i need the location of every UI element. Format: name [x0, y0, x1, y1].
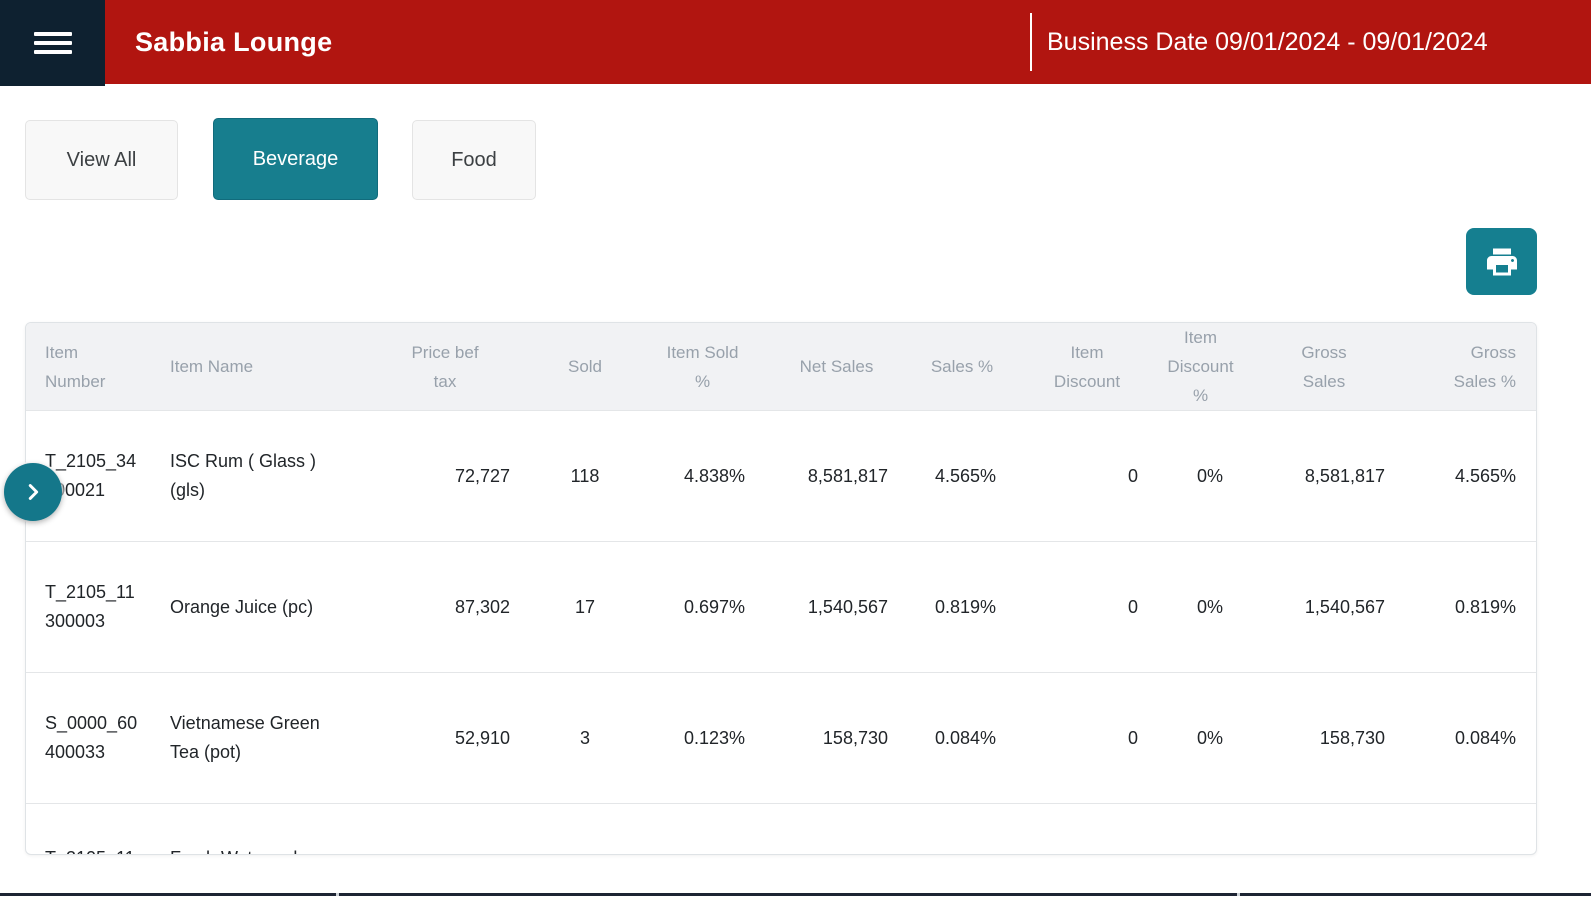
- cell-net-sales: 158,730: [765, 672, 908, 804]
- cell-item-sold-pct: [640, 803, 765, 854]
- cell-item-sold-pct: 4.838%: [640, 410, 765, 542]
- cell-item-discount: 0: [1016, 672, 1158, 804]
- bottom-divider-tick: [1237, 893, 1240, 896]
- chevron-right-icon: [22, 481, 44, 503]
- col-sales-pct: Sales %: [908, 323, 1016, 411]
- app-bar: Sabbia Lounge Business Date 09/01/2024 -…: [0, 0, 1591, 86]
- bottom-divider: [0, 893, 1591, 896]
- col-net-sales: Net Sales: [765, 323, 908, 411]
- cell-sales-pct: 4.565%: [908, 410, 1016, 542]
- cell-net-sales: 8,581,817: [765, 410, 908, 542]
- cell-item-number: T_2105_11: [26, 803, 170, 854]
- cell-item-name: Fresh Watermelon: [170, 803, 360, 854]
- cell-gross-sales-pct: 4.565%: [1405, 410, 1536, 542]
- printer-icon: [1484, 244, 1520, 280]
- table-row[interactable]: S_0000_60 400033 Vietnamese Green Tea (p…: [26, 672, 1536, 804]
- cell-item-discount-pct: [1158, 803, 1243, 854]
- cell-sold: 118: [530, 410, 640, 542]
- col-gross-sales: Gross Sales: [1243, 323, 1405, 411]
- cell-item-sold-pct: 0.123%: [640, 672, 765, 804]
- cell-item-discount: [1016, 803, 1158, 854]
- cell-item-name: Orange Juice (pc): [170, 541, 360, 673]
- business-date-label[interactable]: Business Date 09/01/2024 - 09/01/2024: [1047, 27, 1488, 56]
- table-row[interactable]: T_2105_11 Fresh Watermelon: [26, 803, 1536, 854]
- cell-net-sales: [765, 803, 908, 854]
- row-expand-button[interactable]: [4, 463, 62, 521]
- cell-item-discount-pct: 0%: [1158, 672, 1243, 804]
- page-title: Sabbia Lounge: [135, 26, 333, 57]
- bottom-divider-tick: [336, 893, 339, 896]
- table-row[interactable]: T_2105_34 300021 ISC Rum ( Glass ) (gls)…: [26, 410, 1536, 542]
- col-item-name: Item Name: [170, 323, 360, 411]
- cell-price-bef-tax: 72,727: [360, 410, 530, 542]
- print-button[interactable]: [1466, 228, 1537, 295]
- col-item-discount-pct: Item Discount %: [1158, 323, 1243, 411]
- filter-food-button[interactable]: Food: [412, 120, 536, 200]
- cell-item-name: Vietnamese Green Tea (pot): [170, 672, 360, 804]
- cell-item-sold-pct: 0.697%: [640, 541, 765, 673]
- cell-gross-sales-pct: [1405, 803, 1536, 854]
- cell-sold: 3: [530, 672, 640, 804]
- sales-report-table: Item Number Item Name Price bef tax Sold…: [26, 323, 1536, 854]
- col-item-sold-pct: Item Sold %: [640, 323, 765, 411]
- table-row[interactable]: T_2105_11 300003 Orange Juice (pc) 87,30…: [26, 541, 1536, 673]
- cell-item-discount-pct: 0%: [1158, 410, 1243, 542]
- cell-gross-sales: 1,540,567: [1243, 541, 1405, 673]
- cell-sold: 17: [530, 541, 640, 673]
- cell-net-sales: 1,540,567: [765, 541, 908, 673]
- col-item-number: Item Number: [26, 323, 170, 411]
- cell-sold: [530, 803, 640, 854]
- cell-gross-sales: 8,581,817: [1243, 410, 1405, 542]
- cell-item-number: S_0000_60 400033: [26, 672, 170, 804]
- menu-button[interactable]: [0, 0, 105, 86]
- cell-gross-sales: [1243, 803, 1405, 854]
- col-sold: Sold: [530, 323, 640, 411]
- filter-view-all-button[interactable]: View All: [25, 120, 178, 200]
- cell-item-discount: 0: [1016, 541, 1158, 673]
- cell-sales-pct: 0.819%: [908, 541, 1016, 673]
- sales-report-table-card: Item Number Item Name Price bef tax Sold…: [25, 322, 1537, 855]
- cell-price-bef-tax: 87,302: [360, 541, 530, 673]
- cell-gross-sales-pct: 0.084%: [1405, 672, 1536, 804]
- cell-item-discount: 0: [1016, 410, 1158, 542]
- cell-item-number: T_2105_11 300003: [26, 541, 170, 673]
- col-price-bef-tax: Price bef tax: [360, 323, 530, 411]
- cell-price-bef-tax: 52,910: [360, 672, 530, 804]
- col-gross-sales-pct: Gross Sales %: [1405, 323, 1536, 411]
- cell-price-bef-tax: [360, 803, 530, 854]
- cell-sales-pct: 0.084%: [908, 672, 1016, 804]
- col-item-discount: Item Discount: [1016, 323, 1158, 411]
- cell-gross-sales: 158,730: [1243, 672, 1405, 804]
- cell-sales-pct: [908, 803, 1016, 854]
- cell-gross-sales-pct: 0.819%: [1405, 541, 1536, 673]
- filter-beverage-button[interactable]: Beverage: [213, 118, 378, 200]
- header-divider: [1030, 13, 1032, 71]
- hamburger-icon: [33, 27, 72, 59]
- cell-item-discount-pct: 0%: [1158, 541, 1243, 673]
- table-header: Item Number Item Name Price bef tax Sold…: [26, 323, 1536, 411]
- business-date-wrap: Business Date 09/01/2024 - 09/01/2024: [1030, 0, 1488, 84]
- cell-item-name: ISC Rum ( Glass ) (gls): [170, 410, 360, 542]
